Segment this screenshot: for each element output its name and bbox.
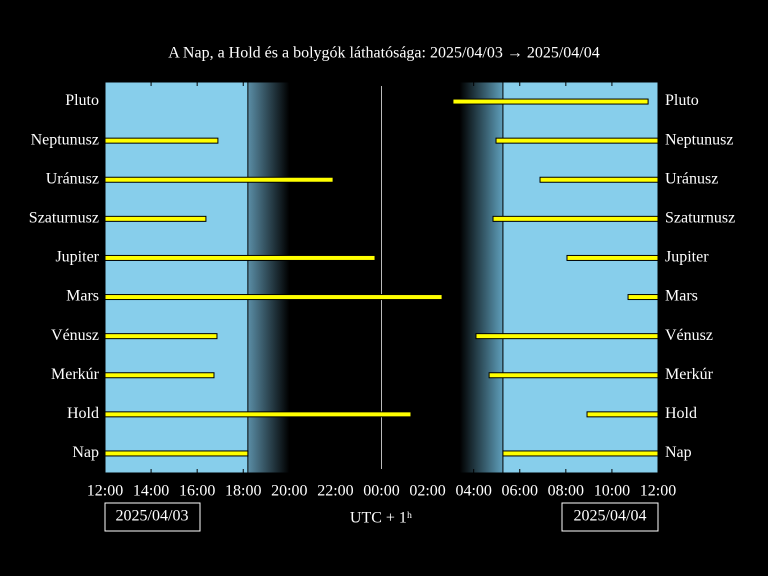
row-label: Nap — [72, 444, 99, 461]
visibility-bar — [539, 176, 659, 183]
x-tick-label: 22:00 — [317, 483, 353, 500]
row-label: Hold — [67, 405, 99, 422]
row-label: Mars — [665, 288, 698, 305]
x-tick-label: 12:00 — [87, 483, 123, 500]
visibility-bar — [104, 215, 207, 222]
row-label: Uránusz — [46, 170, 99, 187]
row-label: Merkúr — [51, 366, 100, 383]
x-tick-label: 12:00 — [640, 483, 676, 500]
visibility-bar — [495, 137, 659, 144]
visibility-bar — [502, 450, 659, 457]
x-tick-label: 16:00 — [179, 483, 215, 500]
visibility-bar — [104, 254, 376, 261]
date-box — [104, 502, 201, 532]
x-tick-label: 08:00 — [548, 483, 584, 500]
visibility-bar — [104, 294, 443, 301]
x-tick-label: 04:00 — [455, 483, 491, 500]
x-tick-label: 14:00 — [133, 483, 169, 500]
row-label: Pluto — [665, 92, 699, 109]
visibility-bar — [488, 372, 659, 379]
visibility-bar — [104, 333, 218, 340]
row-label: Vénusz — [665, 327, 713, 344]
row-label: Szaturnusz — [29, 210, 99, 227]
dusk — [247, 82, 290, 473]
row-label: Nap — [665, 444, 692, 461]
row-label: Neptunusz — [665, 131, 733, 148]
visibility-bar — [104, 137, 219, 144]
chart-title: A Nap, a Hold és a bolygók láthatósága: … — [168, 45, 600, 62]
visibility-bar — [566, 254, 659, 261]
visibility-bar — [586, 411, 659, 418]
visibility-bar — [104, 372, 215, 379]
row-label: Vénusz — [51, 327, 99, 344]
start-date: 2025/04/03 — [116, 508, 189, 525]
visibility-bar — [104, 450, 249, 457]
row-label: Jupiter — [665, 249, 709, 266]
x-tick-label: 18:00 — [225, 483, 261, 500]
row-label: Hold — [665, 405, 697, 422]
end-date: 2025/04/04 — [574, 508, 647, 525]
row-label: Szaturnusz — [665, 210, 735, 227]
visibility-bar — [627, 294, 659, 301]
x-tick-label: 10:00 — [594, 483, 630, 500]
row-label: Neptunusz — [31, 131, 99, 148]
visibility-bar — [452, 98, 649, 105]
visibility-bar — [104, 176, 334, 183]
x-tick-label: 00:00 — [363, 483, 399, 500]
row-label: Pluto — [65, 92, 99, 109]
x-tick-label: 20:00 — [271, 483, 307, 500]
visibility-bar — [475, 333, 659, 340]
date-box — [561, 502, 659, 532]
row-label: Merkúr — [665, 366, 714, 383]
x-axis-label: UTC + 1ʰ — [350, 510, 412, 527]
row-label: Jupiter — [55, 249, 99, 266]
x-tick-label: 02:00 — [409, 483, 445, 500]
row-label: Uránusz — [665, 170, 718, 187]
row-label: Mars — [66, 288, 99, 305]
x-tick-label: 06:00 — [502, 483, 538, 500]
visibility-bar — [104, 411, 412, 418]
plot-frame — [104, 81, 659, 474]
dawn — [459, 82, 503, 473]
visibility-bar — [492, 215, 659, 222]
